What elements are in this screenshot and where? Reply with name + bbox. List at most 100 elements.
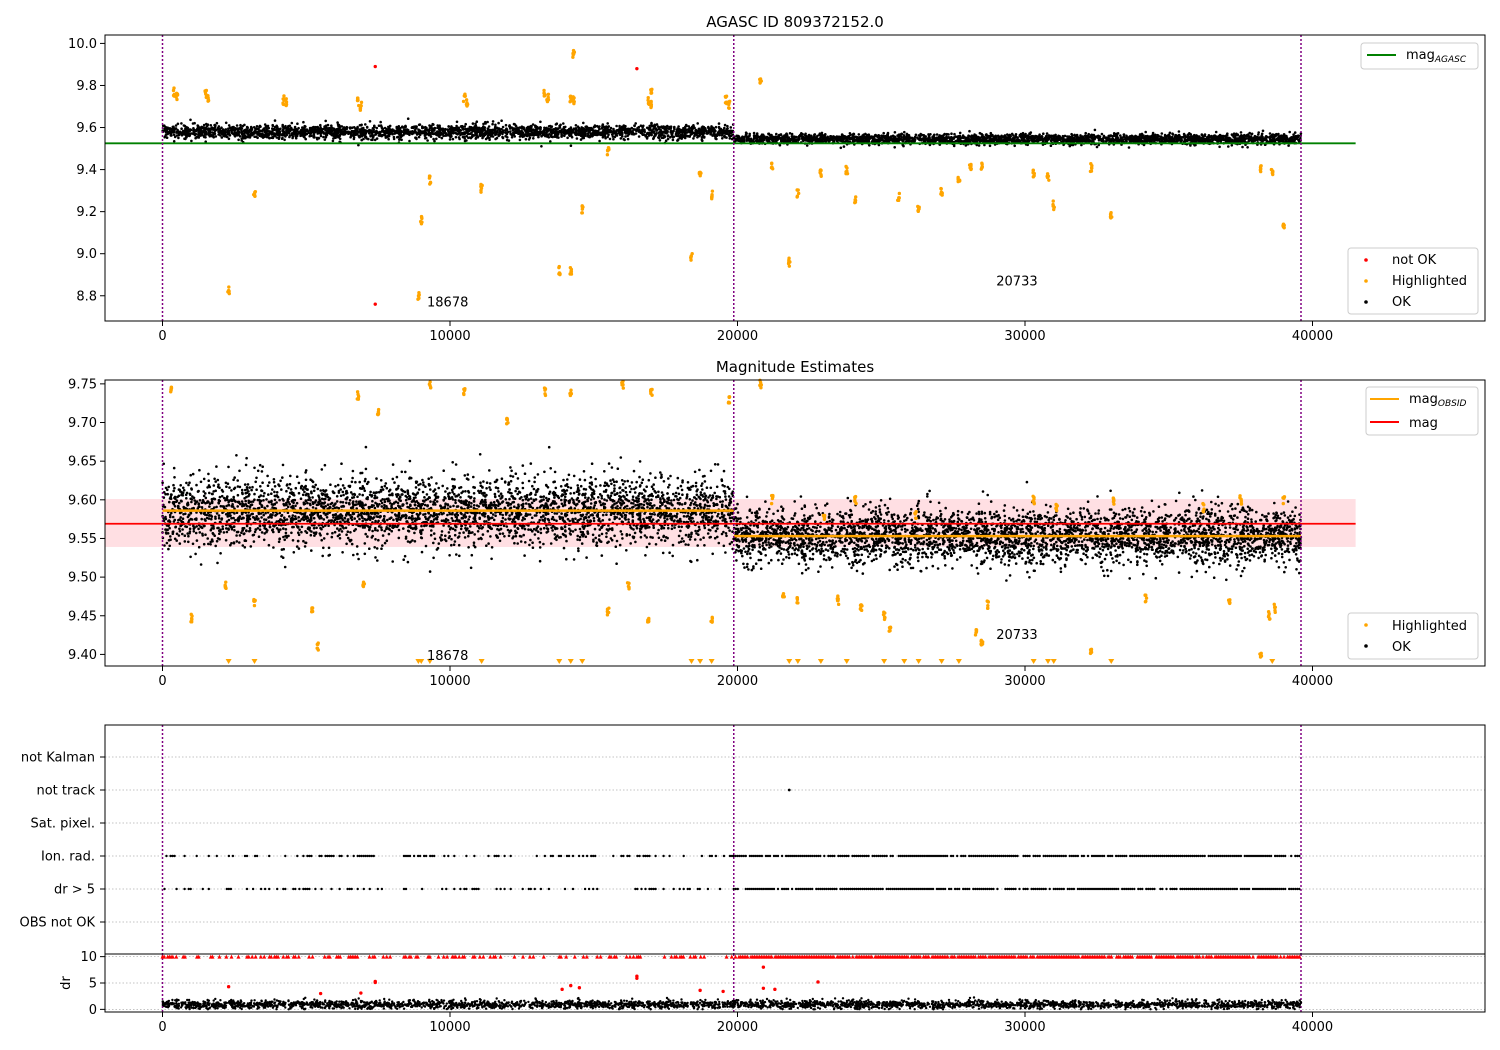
data-point-ok: [779, 133, 783, 136]
data-point-ok: [1152, 137, 1155, 140]
data-point-ok: [780, 136, 783, 140]
data-point-ok: [168, 131, 171, 135]
data-point-ok: [813, 133, 817, 136]
data-point-ok: [666, 134, 670, 137]
data-point-ok: [727, 132, 731, 136]
data-point-ok: [265, 134, 269, 138]
data-point-ok: [302, 120, 305, 124]
data-point-ok: [485, 131, 488, 135]
data-point-ok: [431, 132, 435, 136]
data-point-ok: [832, 139, 836, 143]
data-point-ok: [1065, 135, 1069, 138]
data-point-ok: [546, 135, 549, 138]
data-point-ok: [658, 127, 661, 131]
data-point-ok: [279, 127, 282, 131]
data-point-ok: [472, 126, 475, 130]
data-point-ok: [414, 136, 418, 140]
data-point-ok: [646, 132, 650, 135]
data-point-ok: [302, 131, 305, 135]
data-point-ok: [591, 127, 594, 131]
data-point-ok: [1000, 134, 1003, 138]
data-point-ok: [1119, 134, 1122, 137]
data-point-ok: [373, 125, 376, 128]
data-point-ok: [273, 127, 276, 131]
data-point-ok: [323, 138, 327, 141]
data-point-ok: [534, 128, 538, 132]
data-point-ok: [359, 132, 362, 135]
data-point-ok: [255, 125, 259, 128]
data-point-ok: [264, 131, 268, 135]
data-point-ok: [1019, 135, 1022, 138]
data-point-ok: [183, 137, 186, 140]
data-point-ok: [192, 128, 196, 132]
data-point-ok: [498, 127, 501, 131]
data-point-ok: [283, 138, 286, 142]
data-point-ok: [1222, 138, 1226, 142]
data-point-ok: [579, 138, 583, 141]
data-point-ok: [677, 125, 680, 128]
data-point-ok: [957, 135, 960, 138]
data-point-ok: [250, 130, 253, 134]
data-point-ok: [458, 137, 461, 141]
data-point-ok: [275, 132, 278, 135]
data-point-ok: [565, 132, 569, 135]
data-point-ok: [788, 132, 792, 135]
data-point-ok: [935, 133, 939, 136]
data-point-ok: [212, 136, 215, 139]
data-point-ok: [748, 132, 751, 136]
data-point-ok: [184, 127, 187, 130]
data-point-ok: [1177, 130, 1181, 133]
data-point-ok: [953, 132, 956, 136]
data-point-ok: [222, 134, 225, 138]
data-point-ok: [805, 144, 809, 147]
data-point-ok: [693, 132, 697, 136]
data-point-ok: [291, 136, 294, 140]
data-point-ok: [1226, 132, 1229, 135]
data-point-ok: [377, 124, 381, 127]
data-point-ok: [1214, 130, 1218, 134]
data-point-ok: [465, 134, 469, 138]
data-point-ok: [1281, 139, 1285, 143]
data-point-ok: [1052, 134, 1055, 138]
data-point-ok: [237, 138, 240, 142]
data-point-ok: [653, 123, 656, 127]
data-point-ok: [202, 130, 205, 133]
data-point-ok: [491, 122, 494, 126]
data-point-ok: [336, 121, 339, 124]
data-point-ok: [760, 133, 764, 136]
data-point-ok: [1231, 134, 1235, 137]
data-point-ok: [527, 125, 531, 129]
data-point-ok: [429, 124, 432, 128]
data-point-ok: [378, 134, 381, 137]
data-point-ok: [625, 130, 629, 134]
data-point-ok: [863, 136, 866, 139]
data-point-ok: [210, 126, 214, 129]
data-point-ok: [676, 138, 680, 141]
data-point-ok: [545, 130, 549, 133]
data-point-ok: [197, 127, 200, 130]
data-point-ok: [288, 124, 292, 128]
data-point-ok: [1084, 131, 1087, 135]
data-point-ok: [450, 126, 454, 130]
data-point-ok: [513, 135, 516, 138]
data-point-ok: [554, 130, 557, 133]
data-point-ok: [512, 122, 516, 126]
data-point-ok: [312, 135, 316, 138]
data-point-ok: [361, 128, 365, 131]
data-point-ok: [712, 131, 716, 134]
data-point-ok: [440, 136, 444, 140]
data-point-ok: [417, 131, 420, 134]
data-point-ok: [233, 134, 237, 137]
data-point-ok: [654, 134, 657, 137]
data-point-ok: [172, 129, 176, 132]
data-point-ok: [217, 125, 221, 128]
panel-agasc: AGASC ID 809372152.0 0 10000 20000 30000 400…: [68, 13, 1486, 344]
data-point-ok: [1261, 129, 1265, 133]
data-point-ok: [417, 128, 420, 131]
data-point-ok: [364, 129, 367, 132]
data-point-ok: [163, 135, 166, 139]
data-point-ok: [261, 128, 265, 132]
data-point-ok: [637, 135, 641, 138]
data-point-ok: [267, 126, 271, 130]
